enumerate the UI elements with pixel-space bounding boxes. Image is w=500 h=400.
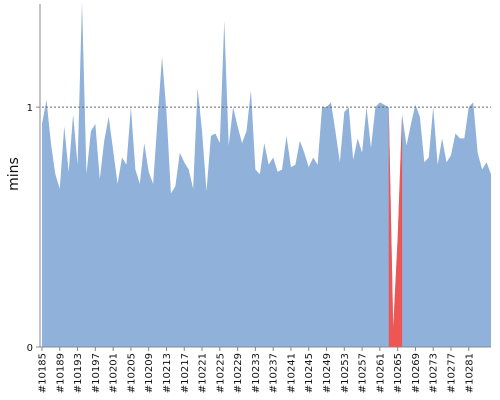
axes: 0 1 #10185 #10189 #10193 #10197 #10201 #10205 #1… (27, 4, 491, 393)
x-tick-label: #10233 (251, 353, 262, 393)
x-tick-label: #10189 (55, 353, 66, 393)
x-tick-label: #10193 (73, 353, 84, 393)
x-tick-label: #10209 (144, 353, 155, 393)
x-tick-label: #10277 (446, 353, 457, 393)
x-tick-label: #10281 (464, 353, 475, 393)
y-tick-label: 0 (27, 343, 33, 354)
x-tick-label: #10205 (126, 353, 137, 393)
x-tick-label: #10261 (375, 353, 386, 393)
x-tick-label: #10237 (269, 353, 280, 393)
x-tick-label: #10217 (180, 353, 191, 393)
x-tick-label: #10185 (38, 353, 49, 393)
x-tick-label: #10229 (233, 353, 244, 393)
y-axis-label: mins (6, 157, 22, 191)
highlight-area (388, 107, 403, 347)
x-tick-label: #10253 (340, 353, 351, 393)
x-tick-label: #10273 (429, 353, 440, 393)
x-tick-label: #10265 (393, 353, 404, 393)
x-tick-label: #10241 (286, 353, 297, 393)
x-tick-label: #10201 (109, 353, 120, 393)
x-tick-label: #10197 (91, 353, 102, 393)
x-tick-label: #10221 (198, 353, 209, 393)
x-tick-label: #10213 (162, 353, 173, 393)
x-tick-label: #10225 (215, 353, 226, 393)
x-tick-label: #10249 (322, 353, 333, 393)
y-tick-label: 1 (27, 103, 33, 114)
x-tick-label: #10257 (358, 353, 369, 393)
series-area (42, 1, 491, 347)
plot-area (42, 1, 491, 347)
x-tick-label: #10245 (304, 353, 315, 393)
x-tick-label: #10269 (411, 353, 422, 393)
